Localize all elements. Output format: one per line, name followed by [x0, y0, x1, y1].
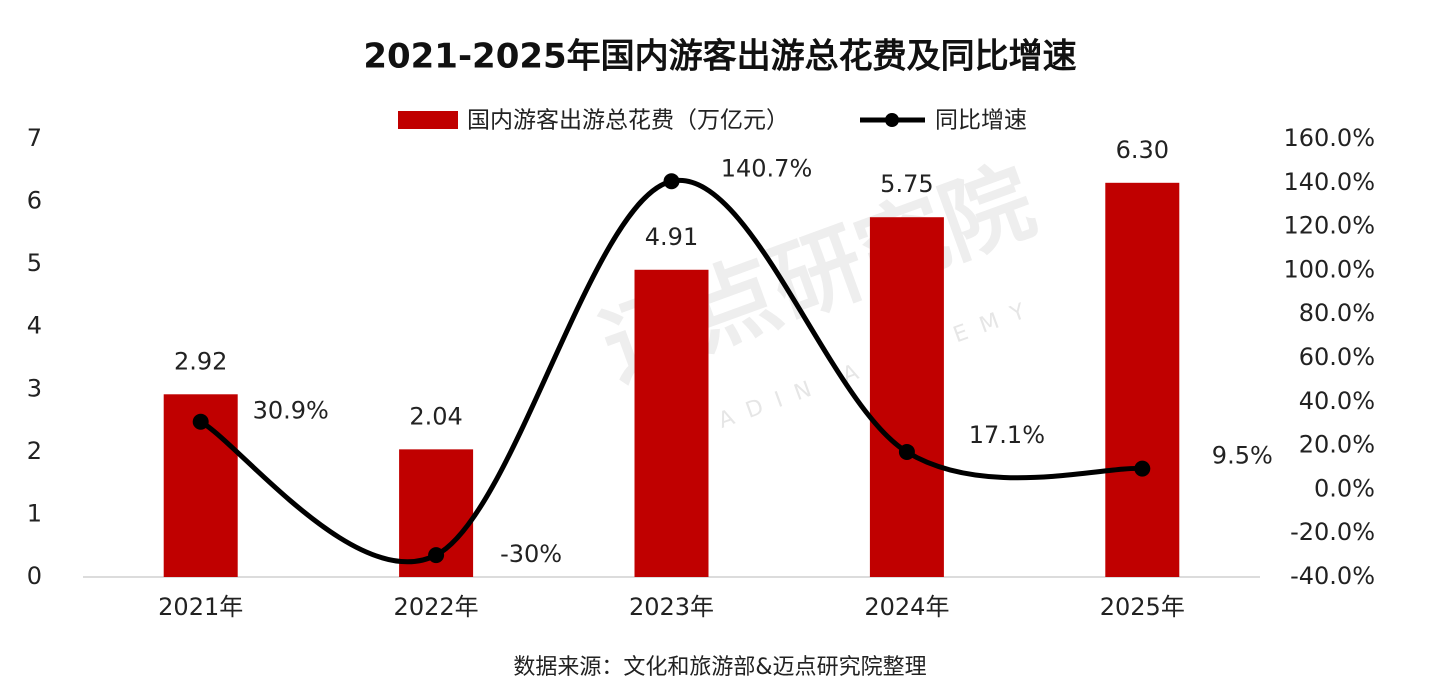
y-tick-label: 0: [27, 562, 42, 590]
data-label: 30.9%: [253, 397, 329, 425]
x-tick-label: 2022年: [394, 593, 479, 621]
line: [199, 178, 1143, 565]
data-label: 2.04: [409, 402, 462, 430]
y2-tick-label: 160.0%: [1283, 124, 1375, 152]
line-marker: [898, 443, 915, 460]
data-label: 9.5%: [1212, 442, 1273, 470]
y2-tick-label: 40.0%: [1299, 387, 1375, 415]
y2-tick-label: 80.0%: [1299, 299, 1375, 327]
x-tick-label: 2025年: [1100, 593, 1185, 621]
bar: [869, 217, 944, 577]
y-tick-label: 3: [27, 374, 42, 402]
data-label: 6.30: [1116, 136, 1169, 164]
x-tick-label: 2024年: [864, 593, 949, 621]
y2-tick-label: 20.0%: [1299, 431, 1375, 459]
line-marker: [1134, 460, 1151, 477]
y-tick-label: 5: [27, 249, 42, 277]
legend-label: 国内游客出游总花费（万亿元）: [467, 108, 789, 134]
bar: [1105, 182, 1180, 578]
chart-title: 2021-2025年国内游客出游总花费及同比增速: [363, 37, 1076, 77]
data-label: 140.7%: [721, 154, 813, 182]
x-tick-label: 2021年: [158, 593, 243, 621]
legend-swatch: [885, 113, 899, 127]
data-label: -30%: [500, 540, 562, 568]
legend-swatch: [398, 111, 458, 129]
x-tick-label: 2023年: [629, 593, 714, 621]
legend-label: 同比增速: [935, 108, 1027, 134]
y-tick-label: 4: [27, 312, 42, 340]
y-tick-label: 7: [27, 124, 42, 152]
data-label: 17.1%: [969, 421, 1045, 449]
line-marker: [192, 413, 209, 430]
source-note: 数据来源：文化和旅游部&迈点研究院整理: [513, 655, 926, 680]
data-label: 4.91: [645, 223, 698, 251]
y-tick-label: 1: [27, 499, 42, 527]
y2-tick-label: 100.0%: [1283, 255, 1375, 283]
y2-tick-label: 120.0%: [1283, 212, 1375, 240]
line-marker: [428, 547, 445, 564]
bar: [634, 269, 709, 577]
line-marker: [663, 173, 680, 190]
y2-tick-label: 60.0%: [1299, 343, 1375, 371]
y2-tick-label: 140.0%: [1283, 168, 1375, 196]
data-label: 5.75: [880, 170, 933, 198]
y2-tick-label: -40.0%: [1290, 562, 1375, 590]
y-tick-label: 2: [27, 437, 42, 465]
y2-tick-label: 0.0%: [1314, 474, 1375, 502]
data-label: 2.92: [174, 347, 227, 375]
y-tick-label: 6: [27, 187, 42, 215]
y2-tick-label: -20.0%: [1290, 518, 1375, 546]
